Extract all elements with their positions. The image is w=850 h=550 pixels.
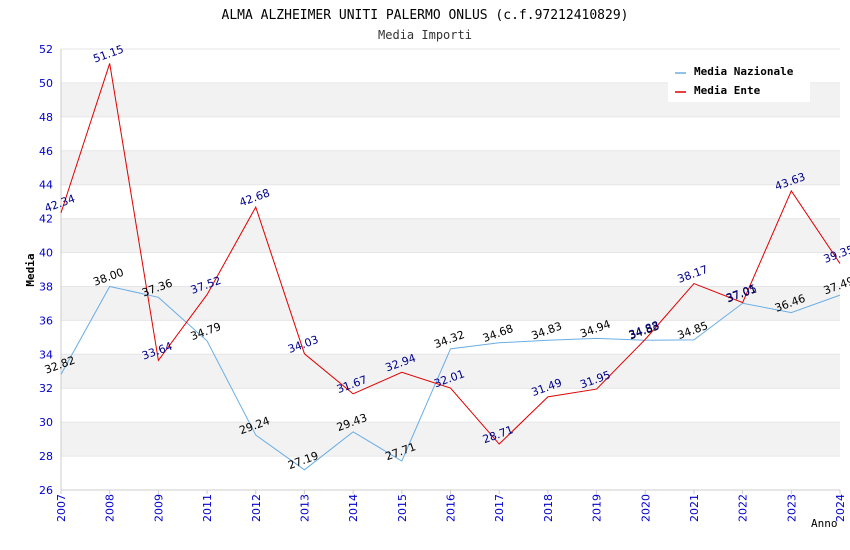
x-tick-label: 2014 [347,494,360,522]
x-tick-label: 2011 [201,494,214,522]
legend: Media Nazionale Media Ente [668,60,810,102]
data-label: 34.88 [627,319,661,342]
series-line-media-nazionale [60,285,841,471]
chart-title: ALMA ALZHEIMER UNITI PALERMO ONLUS (c.f.… [222,8,629,23]
x-axis-label: Anno [811,517,838,530]
series-line-media-ente [60,63,841,445]
y-tick-label: 26 [39,484,53,497]
y-tick-label: 36 [39,314,53,327]
x-tick-label: 2009 [152,494,165,522]
x-tick-label: 2015 [396,494,409,522]
y-tick-label: 42 [39,213,53,226]
x-tick-label: 2008 [104,494,117,522]
y-tick-label: 40 [39,247,53,260]
series-lines [60,63,841,471]
data-label: 42.68 [238,186,272,209]
data-label: 38.00 [91,266,125,289]
chart-subtitle: Media Importi [378,28,472,42]
x-axis-ticks: 2007 2008 2009 2011 2012 2013 2014 2015 2016 2017… [55,494,847,522]
x-tick-label: 2018 [542,494,555,522]
x-tick-label: 2022 [737,494,750,522]
grid-band [61,150,840,185]
grid-band [61,286,840,321]
grid-band [61,422,840,457]
y-tick-label: 50 [39,77,53,90]
x-tick-label: 2012 [250,494,263,522]
x-tick-label: 2019 [591,494,604,522]
data-label: 34.83 [530,319,564,342]
y-tick-label: 32 [39,382,53,395]
legend-label-media-nazionale: Media Nazionale [694,65,794,78]
x-tick-label: 2023 [785,494,798,522]
data-label: 34.68 [481,322,515,345]
x-tick-label: 2017 [493,494,506,522]
x-tick-label: 2007 [55,494,68,522]
grid-bands [61,48,840,491]
data-label: 51.15 [91,43,125,66]
x-tick-label: 2020 [639,494,652,522]
grid-band [61,354,840,389]
grid-band [61,218,840,253]
x-tick-label: 2013 [298,494,311,522]
legend-box [668,60,810,102]
data-label: 42.34 [43,192,77,215]
data-label: 34.03 [286,333,320,356]
y-axis-label: Media [24,253,37,286]
data-label: 38.17 [676,263,710,286]
y-tick-label: 44 [39,179,53,192]
y-tick-label: 46 [39,145,53,158]
axes [60,49,841,494]
y-tick-label: 38 [39,280,53,293]
x-tick-label: 2024 [834,494,847,522]
y-axis-ticks: 26 28 30 32 34 36 38 40 42 44 46 48 50 52 [39,43,53,497]
x-tick-label: 2021 [688,494,701,522]
y-tick-label: 30 [39,416,53,429]
y-tick-label: 34 [39,348,53,361]
data-label: 34.94 [578,318,612,341]
x-tick-label: 2016 [445,494,458,522]
data-label: 34.85 [676,319,710,342]
y-tick-label: 48 [39,111,53,124]
legend-label-media-ente: Media Ente [694,84,761,97]
y-tick-label: 28 [39,450,53,463]
y-tick-label: 52 [39,43,53,56]
